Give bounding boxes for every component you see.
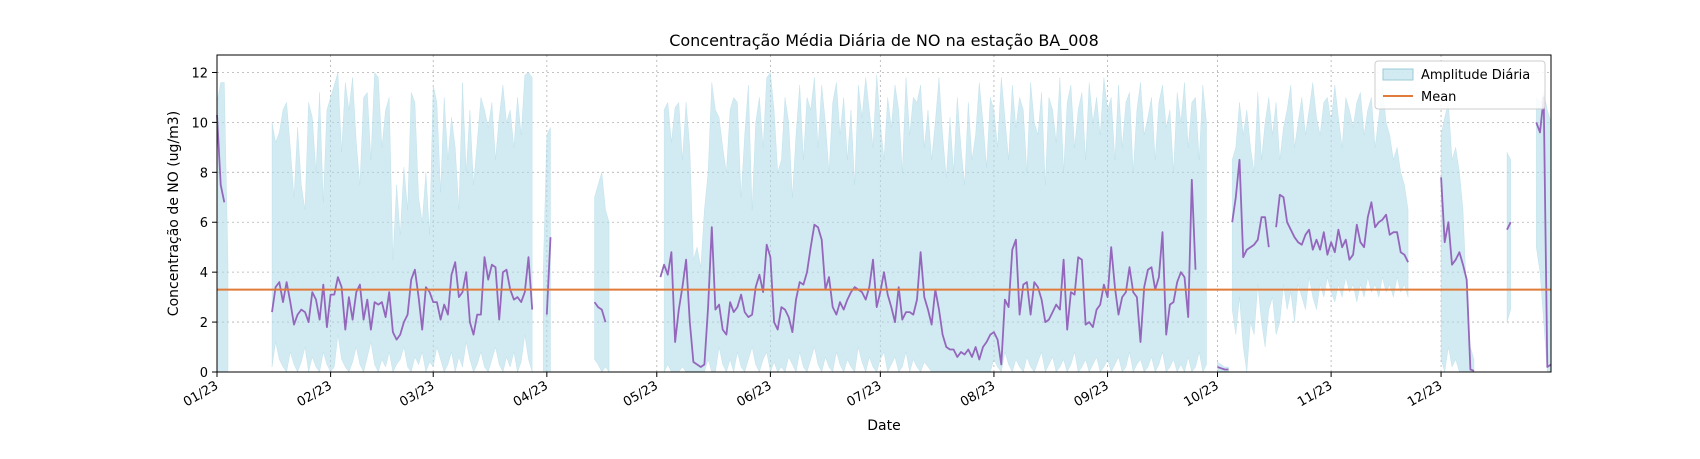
- x-tick-label: 01/23: [181, 378, 221, 410]
- x-tick-label: 07/23: [844, 378, 884, 410]
- y-tick-label: 0: [200, 366, 208, 381]
- y-axis-ticks: 0 2 4 6 8 10 12: [191, 66, 217, 381]
- legend-band-label: Amplitude Diária: [1421, 68, 1530, 83]
- daily-range-band: [216, 71, 1552, 373]
- chart-title: Concentração Média Diária de NO na estaç…: [669, 31, 1099, 51]
- x-tick-label: 02/23: [295, 378, 335, 410]
- band-segment: [663, 71, 1207, 373]
- series-line-segment: [1440, 177, 1475, 372]
- y-tick-label: 6: [200, 216, 208, 231]
- plot-frame: [216, 54, 1552, 373]
- band-segment: [216, 82, 229, 373]
- series-line-segment: [593, 301, 607, 323]
- x-tick-label: 04/23: [511, 378, 551, 410]
- x-axis-label: Date: [867, 418, 900, 434]
- series-line-segment: [1506, 221, 1512, 231]
- band-segment: [1231, 82, 1409, 373]
- series-line-segment: [1275, 193, 1409, 263]
- series-line-segment: [659, 178, 1197, 368]
- legend-band-swatch: [1382, 68, 1414, 81]
- series-line-segment: [216, 114, 226, 203]
- y-axis-label: Concentração de NO (ug/m3): [166, 111, 182, 316]
- y-tick-label: 2: [200, 316, 208, 331]
- series-line-segment: [1231, 158, 1270, 259]
- y-tick-label: 10: [191, 116, 208, 131]
- x-tick-label: 06/23: [734, 378, 774, 410]
- series-line-segment: [271, 256, 534, 341]
- y-tick-label: 4: [200, 266, 208, 281]
- legend-mean-label: Mean: [1421, 90, 1456, 105]
- x-tick-label: 03/23: [397, 378, 437, 410]
- x-tick-label: 11/23: [1295, 378, 1335, 410]
- legend: Amplitude Diária Mean: [1374, 60, 1546, 110]
- y-tick-label: 8: [200, 166, 208, 181]
- x-axis-ticks: 01/23 02/23 03/23 04/23 05/23 06/23 07/23 08/23…: [181, 372, 1445, 410]
- x-tick-label: 09/23: [1072, 378, 1112, 410]
- band-segment: [1506, 152, 1511, 323]
- daily-mean-line: [216, 96, 1552, 372]
- x-tick-label: 10/23: [1182, 378, 1222, 410]
- series-line-segment: [1217, 366, 1229, 371]
- legend-box: [1374, 60, 1546, 110]
- y-tick-label: 12: [191, 66, 208, 81]
- x-tick-label: 05/23: [621, 378, 661, 410]
- x-tick-label: 08/23: [958, 378, 998, 410]
- band-segment: [594, 172, 610, 373]
- x-tick-label: 12/23: [1405, 378, 1445, 410]
- series-line-segment: [545, 237, 552, 315]
